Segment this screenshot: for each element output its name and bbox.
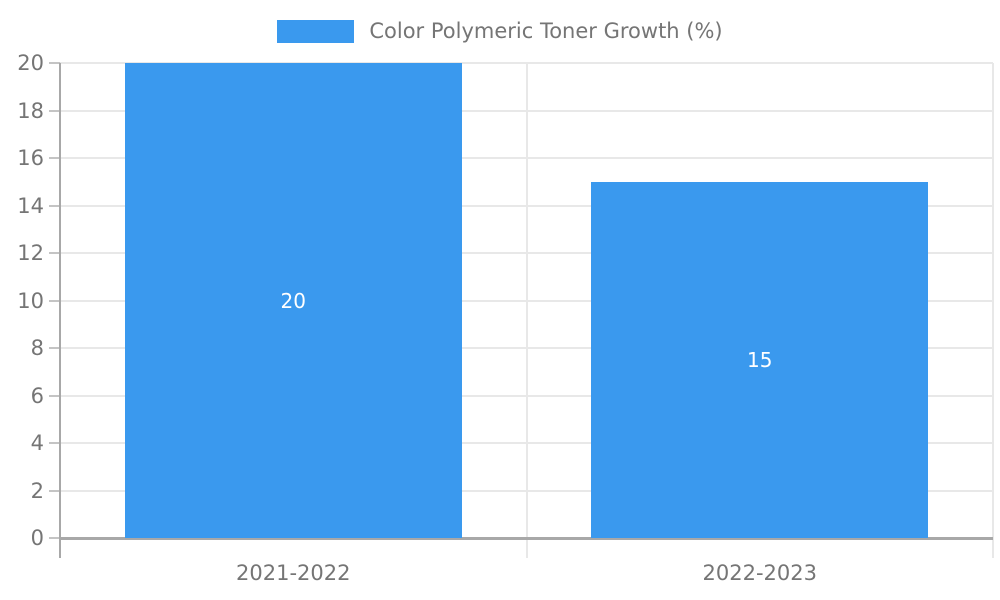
y-tick-0 [49, 537, 60, 539]
y-tick-12 [49, 252, 60, 254]
x-axis-line [60, 537, 993, 540]
y-tick-20 [49, 62, 60, 64]
y-tick-label-20: 20 [17, 51, 44, 75]
y-tick-label-18: 18 [17, 98, 44, 123]
y-tick-label-12: 12 [17, 241, 44, 265]
y-tick-label-10: 10 [17, 288, 44, 313]
y-tick-18 [49, 109, 60, 112]
bar-2021-2022 [124, 63, 462, 538]
y-tick-label-8: 8 [30, 336, 44, 360]
category-boundary-gridline-2 [992, 63, 994, 558]
y-tick-label-4: 4 [30, 431, 44, 455]
y-tick-label-2: 2 [30, 478, 44, 503]
bar-value-label-2022-2023: 15 [747, 347, 773, 372]
bar-value-label-2021-2022: 20 [280, 288, 306, 313]
y-tick-14 [49, 204, 60, 207]
y-tick-2 [49, 489, 60, 492]
y-tick-label-16: 16 [17, 146, 44, 170]
x-tick-label-2022-2023: 2022-2023 [702, 561, 817, 585]
y-tick-4 [49, 442, 60, 444]
chart-legend: Color Polymeric Toner Growth (%) [0, 17, 1000, 45]
legend-swatch-icon [277, 19, 355, 43]
y-tick-8 [49, 347, 60, 349]
bar-2022-2023 [591, 181, 929, 538]
y-tick-label-6: 6 [30, 383, 44, 408]
y-tick-label-0: 0 [30, 526, 44, 550]
legend-label: Color Polymeric Toner Growth (%) [369, 19, 723, 43]
y-tick-6 [49, 394, 60, 397]
x-tick-label-2021-2022: 2021-2022 [236, 561, 351, 585]
category-boundary-gridline-1 [525, 63, 528, 558]
y-axis-line [59, 63, 61, 558]
y-tick-16 [49, 157, 60, 159]
y-tick-label-14: 14 [17, 193, 44, 218]
y-tick-10 [49, 299, 60, 302]
